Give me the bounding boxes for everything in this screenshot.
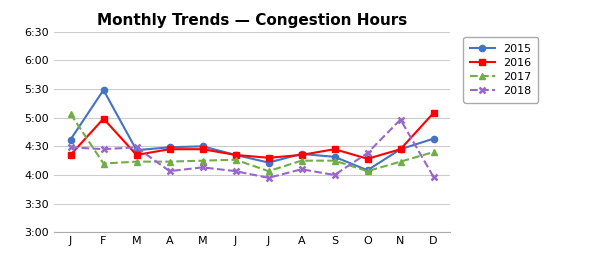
2016 [100,117,107,120]
2016 [430,111,437,115]
2017 [397,160,404,163]
Title: Monthly Trends — Congestion Hours: Monthly Trends — Congestion Hours [97,13,407,28]
2018 [232,169,239,173]
2015 [199,145,206,148]
2018 [199,166,206,169]
2018 [67,146,74,149]
2015 [331,155,338,158]
2015 [397,148,404,151]
2016 [133,153,140,157]
2015 [232,153,239,157]
2016 [397,148,404,151]
Legend: 2015, 2016, 2017, 2018: 2015, 2016, 2017, 2018 [463,37,538,103]
2016 [67,153,74,157]
Line: 2015: 2015 [67,87,437,173]
2017 [331,159,338,162]
2017 [199,159,206,162]
2018 [430,175,437,178]
2017 [133,160,140,163]
2016 [331,148,338,151]
2016 [364,157,371,160]
2018 [331,173,338,177]
2017 [430,150,437,154]
2018 [166,169,173,173]
2016 [166,148,173,151]
2018 [298,168,305,171]
Line: 2016: 2016 [67,110,437,162]
2017 [364,169,371,173]
2015 [265,161,272,164]
2017 [298,159,305,162]
2018 [397,118,404,121]
2018 [100,148,107,151]
2017 [67,112,74,115]
Line: 2018: 2018 [68,117,436,181]
2018 [364,152,371,155]
2016 [232,153,239,157]
2018 [133,146,140,149]
2016 [298,153,305,157]
2017 [100,162,107,165]
2018 [265,176,272,180]
2016 [265,156,272,159]
2015 [67,138,74,141]
2017 [232,158,239,161]
2015 [133,149,140,152]
2017 [166,160,173,163]
2015 [166,146,173,149]
2016 [199,148,206,151]
2015 [298,152,305,155]
2015 [100,88,107,92]
2017 [265,169,272,173]
2015 [430,137,437,140]
2015 [364,169,371,172]
Line: 2017: 2017 [67,111,437,174]
